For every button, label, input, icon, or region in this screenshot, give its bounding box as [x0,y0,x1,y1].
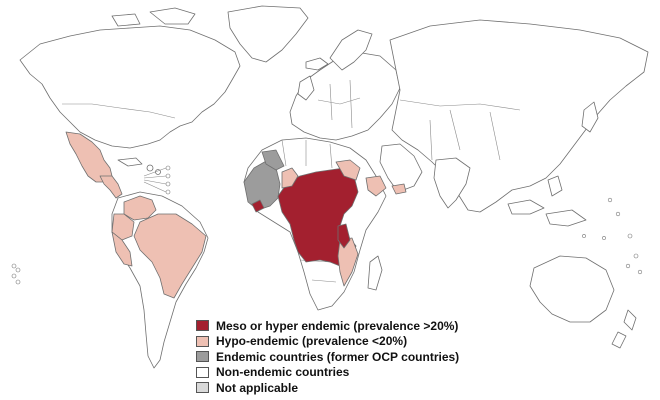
north-america-landmass [19,25,241,149]
arabian-peninsula [379,143,423,193]
pacific-islands [11,197,643,285]
southeast-asia-islands [547,175,563,197]
country-mali [261,149,285,171]
southeast-asia-islands [545,209,587,227]
legend-swatch [196,335,209,347]
arctic-islands [149,7,196,25]
japan [581,101,599,133]
legend-label: Hypo-endemic (prevalence <20%) [216,334,408,349]
scandinavia [329,29,373,71]
asia-borders [399,99,521,161]
new-zealand [611,331,627,349]
legend-item: Not applicable [196,380,496,396]
country-yemen [391,183,407,195]
iceland [305,57,329,71]
legend-swatch [196,382,209,394]
legend-item: Meso or hyper endemic (prevalence >20%) [196,318,496,334]
arctic-islands [111,13,141,27]
country-brazil [133,213,207,299]
caribbean-island [146,164,154,172]
legend-swatch [196,320,209,332]
country-malawi [337,223,351,249]
legend-label: Meso or hyper endemic (prevalence >20%) [216,318,459,333]
legend-swatch [196,351,209,363]
legend-label: Not applicable [216,380,299,395]
region-hypo-endemic-west [281,167,299,189]
legend-label: Non-endemic countries [216,365,350,380]
central-america [99,175,123,199]
asia-landmass [389,19,649,213]
indian-subcontinent [433,157,471,209]
southeast-asia-islands [507,199,545,215]
legend-item: Non-endemic countries [196,365,496,381]
small-island-callouts [143,165,171,195]
new-zealand [623,309,637,331]
europe-borders [317,79,361,129]
map-legend: Meso or hyper endemic (prevalence >20%) H… [196,318,496,396]
madagascar [367,255,383,291]
country-peru [111,231,133,267]
caribbean-islands [117,157,143,167]
australia [529,255,615,323]
legend-label: Endemic countries (former OCP countries) [216,349,460,364]
region-hypo-endemic-east [335,159,361,181]
legend-swatch [196,366,209,378]
canada-us-border [62,103,176,119]
country-liberia [251,199,265,213]
europe-landmass [289,51,401,141]
africa-borders [281,139,337,283]
greenland [227,5,309,63]
country-somalia [365,175,387,197]
legend-item: Hypo-endemic (prevalence <20%) [196,334,496,350]
british-isles [297,75,315,101]
region-hypo-endemic-southeast [337,237,359,287]
legend-item: Endemic countries (former OCP countries) [196,349,496,365]
